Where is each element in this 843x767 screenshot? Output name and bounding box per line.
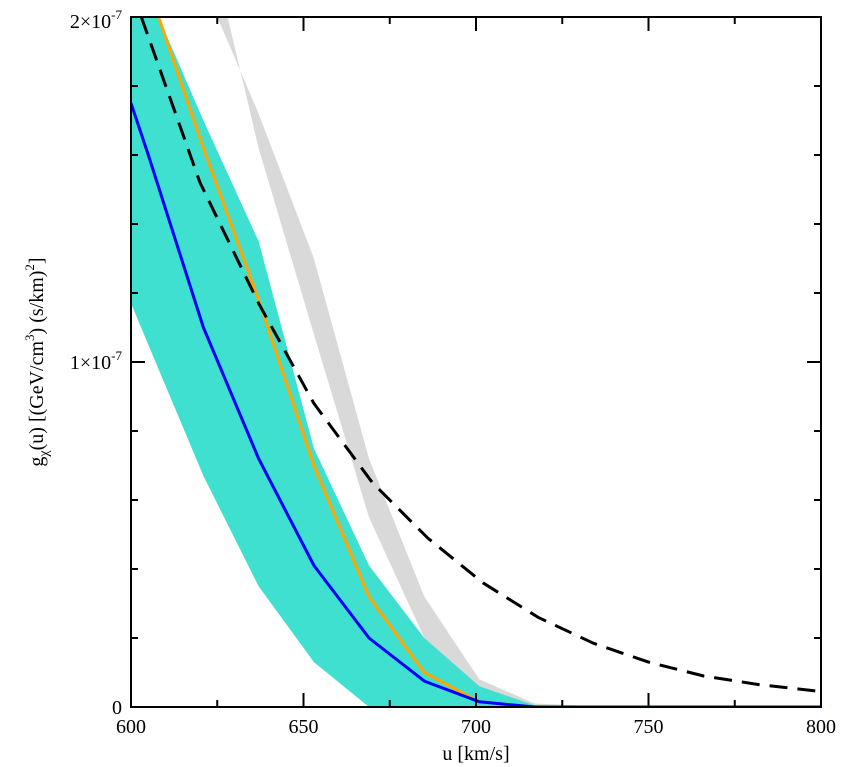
band-turquoise-band xyxy=(131,17,614,707)
x-tick-label-650: 650 xyxy=(289,716,319,738)
y-tick-label-0: 0 xyxy=(112,697,122,719)
x-tick-label-700: 700 xyxy=(461,716,491,738)
y-axis-title-g: g xyxy=(26,457,48,467)
y-axis-title-mid: ) (s/km) xyxy=(26,271,48,335)
y-axis-title: gχ(u) [(GeV/cm3) (s/km)2] xyxy=(22,257,52,466)
x-axis-title: u [km/s] xyxy=(442,743,509,765)
y-axis-title-three: 3 xyxy=(22,334,37,341)
y-tick-label-1e-7: 1×10-7 xyxy=(70,348,123,374)
y-tick-label-2e-7: 2×10-7 xyxy=(70,7,123,33)
x-tick-label-800: 800 xyxy=(806,716,836,738)
series-orange-line xyxy=(157,17,821,707)
y-tick-label-2e-7-exp: -7 xyxy=(111,7,122,22)
series-black-dashed-line xyxy=(139,17,821,693)
y-tick-label-0-base: 0 xyxy=(112,697,122,719)
x-tick-label-600: 600 xyxy=(116,716,146,738)
x-tick-label-750: 750 xyxy=(634,716,664,738)
ticks-layer xyxy=(130,16,822,708)
series-blue-line xyxy=(131,102,821,707)
y-axis-title-chi: χ xyxy=(37,450,52,458)
band-gray-band xyxy=(217,17,821,707)
y-tick-label-2e-7-base: 2×10 xyxy=(70,11,111,33)
bands-layer xyxy=(131,17,821,707)
y-axis-title-u: (u) [(GeV/cm xyxy=(26,341,48,451)
y-tick-label-1e-7-base: 1×10 xyxy=(70,352,111,374)
series-layer xyxy=(131,17,821,707)
y-axis-title-close: ] xyxy=(26,257,48,264)
y-tick-label-1e-7-exp: -7 xyxy=(111,348,122,363)
y-axis-title-two: 2 xyxy=(22,264,37,271)
